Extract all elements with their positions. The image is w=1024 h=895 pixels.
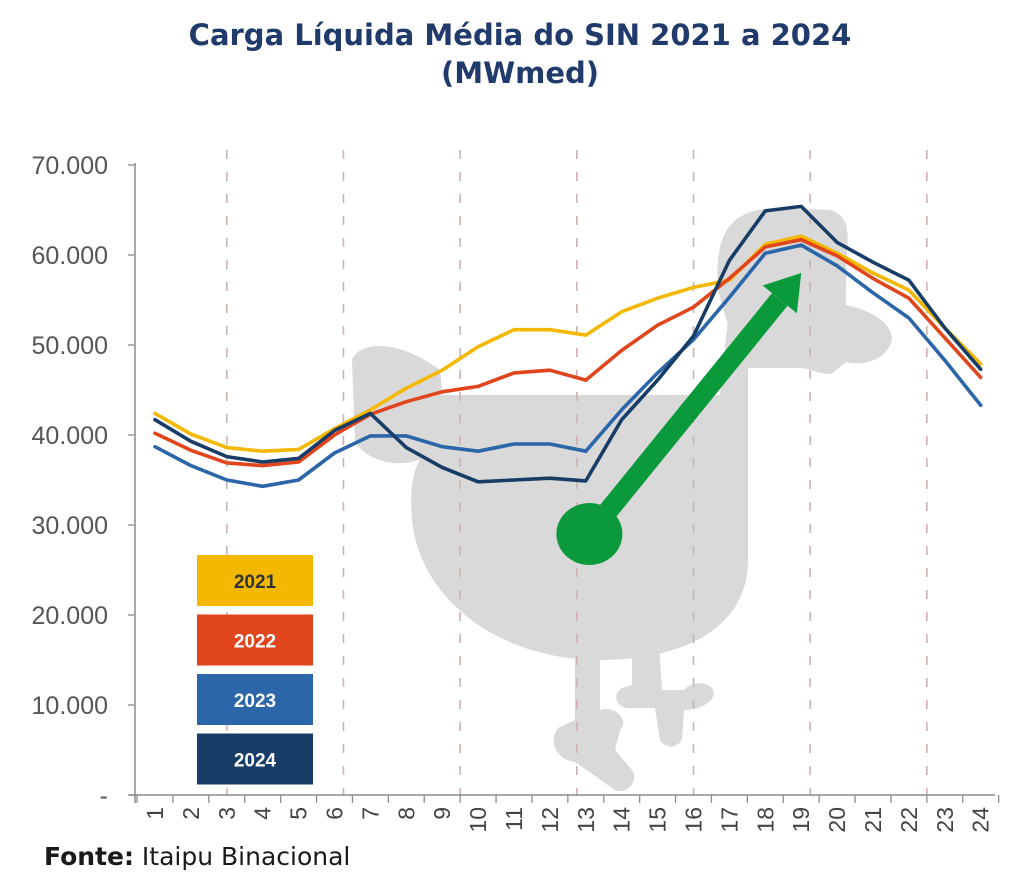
x-tick-label: 3 bbox=[214, 807, 240, 820]
y-tick-label: - bbox=[100, 782, 108, 810]
chart-subtitle: (MWmed) bbox=[441, 56, 599, 90]
legend: 2021 2022 2023 2024 bbox=[197, 555, 313, 785]
source-label: Fonte: bbox=[44, 842, 134, 871]
series-line-2022 bbox=[153, 237, 983, 468]
arrow-head bbox=[762, 273, 802, 314]
legend-swatch bbox=[197, 674, 313, 725]
chart-title-main: Carga Líquida Média do SIN 2021 a 2024 bbox=[188, 18, 852, 52]
x-tick-label: 8 bbox=[393, 807, 419, 820]
x-tick-label: 2 bbox=[178, 807, 204, 820]
x-tick-label: 1 bbox=[142, 807, 168, 820]
series-line-2023 bbox=[153, 243, 983, 489]
y-tick-label: 70.000 bbox=[32, 152, 108, 180]
legend-swatch bbox=[197, 733, 313, 785]
x-tick-label: 15 bbox=[645, 807, 671, 833]
x-axis-ticks: 1 2 3 4 5 6 7 8 9 10 11 12 13 14 15 16 17 18 19 20 21 22 23 24 bbox=[136, 795, 1000, 833]
chart-title: Carga Líquida Média do SIN 2021 a 2024 (… bbox=[0, 16, 1024, 92]
legend-swatch bbox=[197, 555, 313, 606]
duck-leg-left bbox=[553, 630, 635, 792]
legend-label: 2024 bbox=[234, 751, 277, 772]
legend-item-2024: 2024 bbox=[197, 733, 313, 785]
legend-label: 2022 bbox=[234, 632, 276, 653]
x-tick-label: 19 bbox=[788, 807, 814, 833]
y-tick-label: 60.000 bbox=[32, 242, 108, 270]
legend-label: 2021 bbox=[234, 572, 277, 593]
axes bbox=[129, 163, 995, 803]
series-lines bbox=[153, 204, 983, 489]
x-tick-label: 23 bbox=[932, 807, 958, 833]
legend-item-2022: 2022 bbox=[197, 614, 313, 666]
legend-label: 2023 bbox=[234, 691, 276, 712]
y-axis-ticks: - 10.000 20.000 30.000 40.000 50.000 60.000 70.… bbox=[32, 152, 135, 810]
series-line-2021 bbox=[153, 234, 983, 454]
arrow-shaft bbox=[581, 293, 788, 541]
green-arrow-annotation bbox=[556, 273, 802, 565]
legend-item-2021: 2021 bbox=[197, 555, 313, 606]
x-tick-label: 13 bbox=[573, 807, 599, 833]
x-tick-label: 11 bbox=[501, 807, 527, 831]
x-tick-label: 22 bbox=[896, 807, 922, 833]
legend-item-2023: 2023 bbox=[197, 674, 313, 725]
x-tick-label: 14 bbox=[609, 807, 635, 833]
x-tick-label: 21 bbox=[860, 807, 886, 833]
source-value: Itaipu Binacional bbox=[133, 842, 351, 871]
y-tick-label: 20.000 bbox=[32, 602, 108, 630]
x-tick-label: 20 bbox=[824, 807, 850, 833]
source-footer: Fonte: Itaipu Binacional bbox=[44, 842, 350, 871]
x-tick-label: 18 bbox=[752, 807, 778, 833]
x-tick-label: 4 bbox=[250, 807, 276, 820]
y-tick-label: 10.000 bbox=[32, 692, 108, 720]
x-tick-label: 12 bbox=[537, 807, 563, 833]
arrow-start-dot bbox=[556, 503, 623, 565]
y-tick-label: 50.000 bbox=[32, 332, 108, 360]
duck-leg-right bbox=[616, 630, 714, 747]
y-tick-label: 40.000 bbox=[32, 422, 108, 450]
x-tick-label: 16 bbox=[681, 807, 707, 833]
x-tick-label: 9 bbox=[429, 807, 455, 820]
x-tick-label: 10 bbox=[465, 807, 491, 833]
x-tick-label: 17 bbox=[716, 807, 742, 833]
x-tick-label: 6 bbox=[322, 807, 348, 820]
legend-swatch bbox=[197, 614, 313, 666]
series-line-2024 bbox=[153, 204, 983, 484]
x-tick-label: 7 bbox=[357, 807, 383, 820]
x-tick-label: 5 bbox=[286, 807, 312, 820]
x-tick-label: 24 bbox=[968, 807, 994, 833]
y-tick-label: 30.000 bbox=[32, 512, 108, 540]
